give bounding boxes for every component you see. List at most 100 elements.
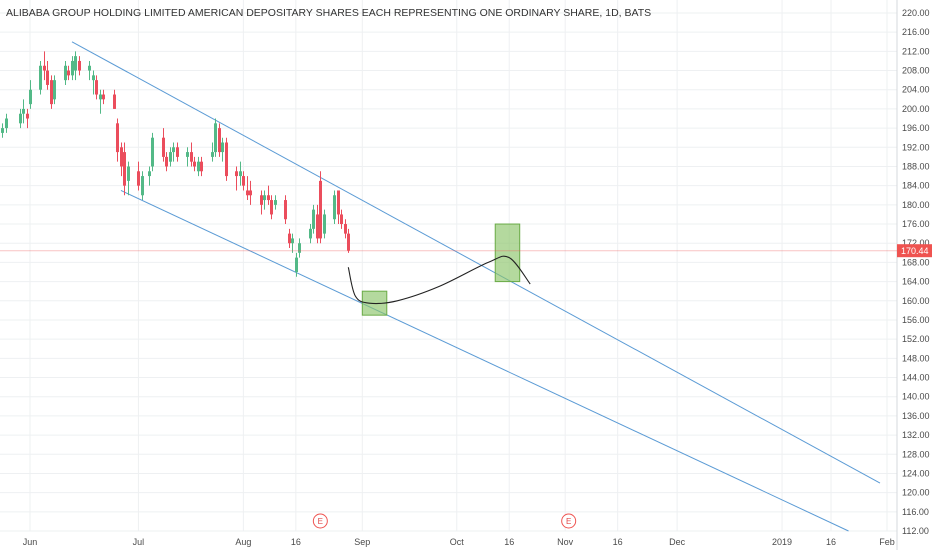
candle bbox=[26, 108, 29, 129]
price-axis[interactable]: 220.00 216.00 212.00 208.00 204.00 200.00 196.… bbox=[896, 0, 930, 550]
y-tick-label: 144.00 bbox=[902, 373, 930, 383]
y-tick-label: 120.00 bbox=[902, 488, 930, 498]
candle bbox=[67, 65, 70, 81]
candle bbox=[1, 123, 4, 138]
candle bbox=[71, 56, 74, 81]
candle bbox=[260, 190, 263, 215]
chart-title: ALIBABA GROUP HOLDING LIMITED AMERICAN D… bbox=[6, 7, 651, 19]
last-price-tag bbox=[897, 244, 932, 258]
candle bbox=[284, 195, 287, 225]
candle bbox=[221, 137, 224, 162]
candle-body bbox=[102, 94, 105, 100]
candle-body bbox=[267, 195, 270, 201]
x-tick-label: Sep bbox=[354, 537, 370, 547]
candle bbox=[200, 156, 203, 177]
candle-body bbox=[319, 180, 322, 239]
y-tick-label: 192.00 bbox=[902, 142, 930, 152]
candle bbox=[298, 238, 301, 258]
candlestick-series bbox=[1, 51, 350, 277]
candle-body bbox=[1, 128, 4, 133]
candle-body bbox=[148, 171, 151, 177]
candle bbox=[291, 233, 294, 253]
x-tick-label: Jul bbox=[133, 537, 145, 547]
candle bbox=[120, 142, 123, 177]
y-tick-label: 156.00 bbox=[902, 315, 930, 325]
candle bbox=[267, 185, 270, 205]
candle bbox=[288, 228, 291, 249]
candle bbox=[137, 161, 140, 191]
earnings-marker[interactable]: E bbox=[561, 513, 577, 529]
candle bbox=[270, 195, 273, 220]
target-zone-box[interactable] bbox=[494, 223, 521, 283]
target-zones[interactable] bbox=[361, 223, 521, 316]
candle-body bbox=[53, 80, 56, 100]
y-tick-label: 172.00 bbox=[902, 238, 930, 248]
candle bbox=[99, 89, 102, 114]
candle-body bbox=[211, 152, 214, 157]
candle bbox=[172, 142, 175, 162]
candle-body bbox=[50, 80, 53, 105]
channel-lines[interactable] bbox=[71, 41, 881, 532]
y-tick-label: 188.00 bbox=[902, 161, 930, 171]
x-tick-label: 16 bbox=[613, 537, 623, 547]
candle bbox=[309, 224, 312, 244]
projection-curve[interactable] bbox=[347, 255, 531, 305]
y-tick-label: 180.00 bbox=[902, 200, 930, 210]
candle bbox=[263, 190, 266, 210]
y-tick-label: 200.00 bbox=[902, 104, 930, 114]
earnings-marker[interactable]: E bbox=[312, 513, 328, 529]
candle bbox=[197, 156, 200, 177]
candle bbox=[323, 209, 326, 239]
candle-body bbox=[137, 171, 140, 186]
candle-body bbox=[239, 171, 242, 177]
chart-grid bbox=[0, 0, 897, 532]
y-tick-label: 176.00 bbox=[902, 219, 930, 229]
candle-body bbox=[263, 195, 266, 201]
candle-body bbox=[214, 123, 217, 153]
candle-body bbox=[270, 200, 273, 215]
candle bbox=[235, 166, 238, 191]
y-tick-label: 164.00 bbox=[902, 277, 930, 287]
candle-body bbox=[67, 70, 70, 76]
candle-body bbox=[316, 214, 319, 239]
candle bbox=[169, 147, 172, 167]
candle-body bbox=[221, 142, 224, 153]
candle-body bbox=[26, 113, 29, 119]
last-price-marker: 170.44 bbox=[0, 244, 932, 258]
candle bbox=[249, 180, 252, 205]
candle-body bbox=[200, 161, 203, 172]
candle bbox=[190, 142, 193, 167]
candle-body bbox=[312, 209, 315, 229]
trend-line[interactable] bbox=[120, 190, 849, 532]
candle bbox=[64, 60, 67, 85]
y-tick-label: 132.00 bbox=[902, 430, 930, 440]
candle-body bbox=[347, 233, 350, 251]
candle bbox=[225, 137, 228, 181]
x-tick-label: Aug bbox=[235, 537, 251, 547]
candle-body bbox=[95, 80, 98, 95]
x-tick-label: Jun bbox=[23, 537, 38, 547]
candle-body bbox=[29, 89, 32, 105]
candle bbox=[5, 113, 8, 133]
y-tick-label: 212.00 bbox=[902, 46, 930, 56]
candle bbox=[95, 75, 98, 100]
candle-body bbox=[99, 94, 102, 100]
candle bbox=[92, 70, 95, 95]
candle-body bbox=[92, 75, 95, 81]
candle bbox=[116, 118, 119, 162]
y-tick-label: 128.00 bbox=[902, 449, 930, 459]
candle bbox=[347, 228, 350, 253]
candle bbox=[88, 60, 91, 81]
time-axis[interactable]: Jun Jul Aug 16 Sep Oct 16 Nov 16 Dec 2019 16 Feb bbox=[23, 537, 895, 547]
trend-line[interactable] bbox=[71, 41, 881, 484]
projection-path[interactable] bbox=[347, 255, 531, 305]
candle-body bbox=[127, 166, 130, 181]
candle bbox=[337, 190, 340, 225]
candle-body bbox=[165, 156, 168, 167]
earnings-marker-label: E bbox=[566, 517, 571, 526]
candle-body bbox=[22, 108, 25, 114]
candle bbox=[193, 156, 196, 172]
candle bbox=[214, 118, 217, 157]
